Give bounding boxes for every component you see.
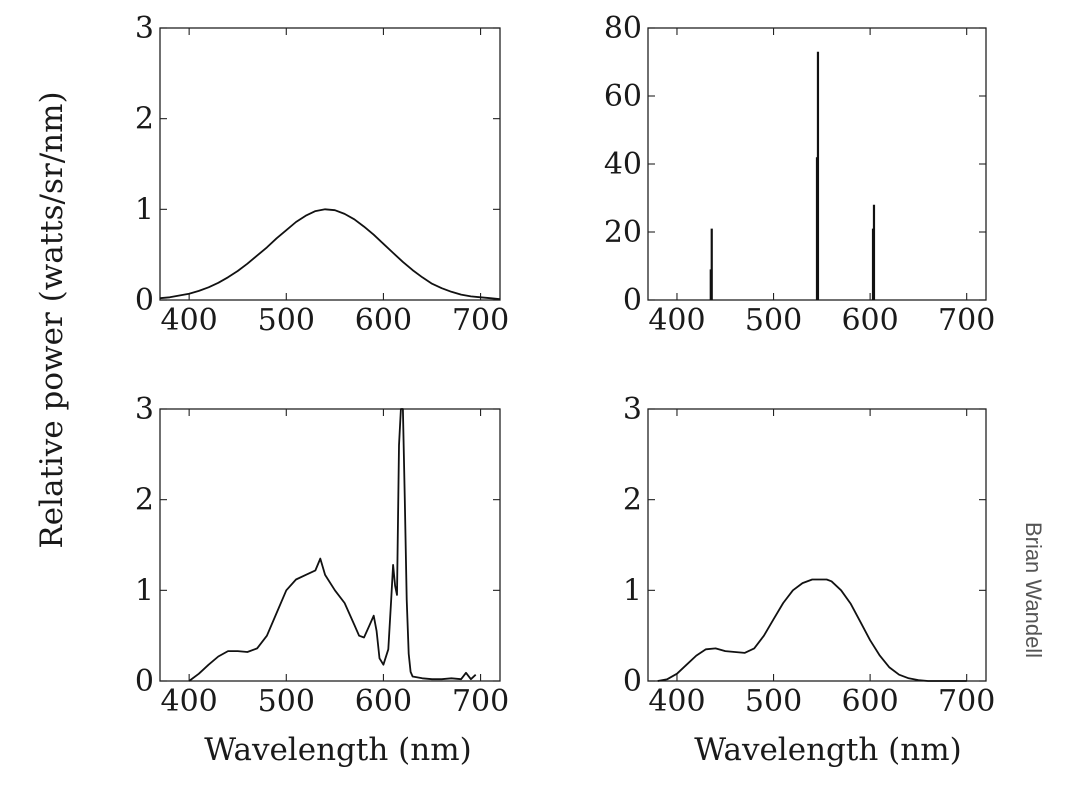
x-tick-label: 400 xyxy=(161,684,218,719)
y-tick-label: 3 xyxy=(135,11,154,46)
y-tick-label: 80 xyxy=(604,11,642,46)
plot-frame xyxy=(159,408,501,682)
x-tick-label: 600 xyxy=(841,684,898,719)
panel-4: 400 500 600 700 0 1 2 3 xyxy=(623,392,995,719)
x-axis-title-right: Wavelength (nm) xyxy=(694,732,961,768)
x-tick-label: 700 xyxy=(452,684,509,719)
panel-2: 400 500 600 700 0 20 40 60 80 xyxy=(604,11,996,338)
y-tick-label: 2 xyxy=(623,483,642,518)
x-tick-label: 600 xyxy=(841,303,898,338)
y-tick-label: 3 xyxy=(623,392,642,427)
y-tick-label: 1 xyxy=(623,573,642,608)
spectrum-curve xyxy=(657,578,967,682)
y-axis-title: Relative power (watts/sr/nm) xyxy=(34,91,70,548)
x-tick-label: 500 xyxy=(258,303,315,338)
x-axis-title-left: Wavelength (nm) xyxy=(204,732,471,768)
spectrum-curve xyxy=(188,408,477,682)
x-tick-label: 400 xyxy=(648,303,705,338)
panel-3: 400 500 600 700 0 1 2 3 xyxy=(135,392,509,719)
y-tick-label: 2 xyxy=(135,102,154,137)
plot-frame xyxy=(159,27,501,301)
x-tick-label: 500 xyxy=(745,303,802,338)
x-tick-label: 500 xyxy=(745,684,802,719)
y-tick-label: 3 xyxy=(135,392,154,427)
y-tick-label: 40 xyxy=(604,147,642,182)
y-tick-label: 2 xyxy=(135,483,154,518)
x-tick-label: 600 xyxy=(355,303,412,338)
y-tick-label: 0 xyxy=(135,283,154,318)
credit-text: Brian Wandell xyxy=(1021,522,1046,658)
x-tick-label: 500 xyxy=(258,684,315,719)
y-tick-label: 60 xyxy=(604,79,642,114)
x-tick-label: 700 xyxy=(938,303,995,338)
spectrum-curve xyxy=(159,208,501,300)
x-tick-label: 700 xyxy=(938,684,995,719)
panel-1: 400 500 600 700 0 1 2 3 xyxy=(135,11,509,338)
x-tick-label: 400 xyxy=(161,303,218,338)
x-tick-label: 400 xyxy=(648,684,705,719)
y-tick-label: 20 xyxy=(604,215,642,250)
y-tick-label: 1 xyxy=(135,192,154,227)
y-tick-label: 0 xyxy=(623,283,642,318)
y-tick-label: 0 xyxy=(135,664,154,699)
y-tick-label: 1 xyxy=(135,573,154,608)
plot-frame xyxy=(647,408,987,682)
y-tick-label: 0 xyxy=(623,664,642,699)
x-tick-label: 700 xyxy=(452,303,509,338)
x-tick-label: 600 xyxy=(355,684,412,719)
